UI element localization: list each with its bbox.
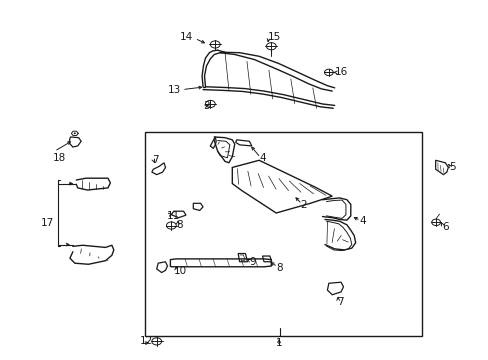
Text: 4: 4 bbox=[358, 216, 365, 226]
Text: 8: 8 bbox=[176, 220, 183, 230]
Text: 17: 17 bbox=[41, 218, 54, 228]
Text: 2: 2 bbox=[300, 200, 306, 210]
Text: 14: 14 bbox=[180, 32, 193, 41]
Text: 9: 9 bbox=[249, 257, 256, 267]
Text: 6: 6 bbox=[441, 222, 447, 231]
Text: 10: 10 bbox=[173, 266, 186, 276]
Text: 15: 15 bbox=[267, 32, 281, 41]
Text: 18: 18 bbox=[53, 153, 66, 163]
Text: 7: 7 bbox=[336, 297, 343, 307]
Text: 1: 1 bbox=[275, 338, 282, 348]
Text: 11: 11 bbox=[166, 211, 180, 221]
Text: 16: 16 bbox=[334, 67, 347, 77]
Text: 13: 13 bbox=[167, 85, 181, 95]
Text: 12: 12 bbox=[140, 336, 153, 346]
Text: 4: 4 bbox=[259, 153, 265, 163]
Bar bbox=[144, 132, 422, 336]
Text: 8: 8 bbox=[276, 263, 282, 273]
Text: 3: 3 bbox=[203, 102, 209, 112]
Circle shape bbox=[74, 133, 76, 134]
Text: 5: 5 bbox=[448, 162, 455, 172]
Text: 7: 7 bbox=[152, 155, 158, 165]
